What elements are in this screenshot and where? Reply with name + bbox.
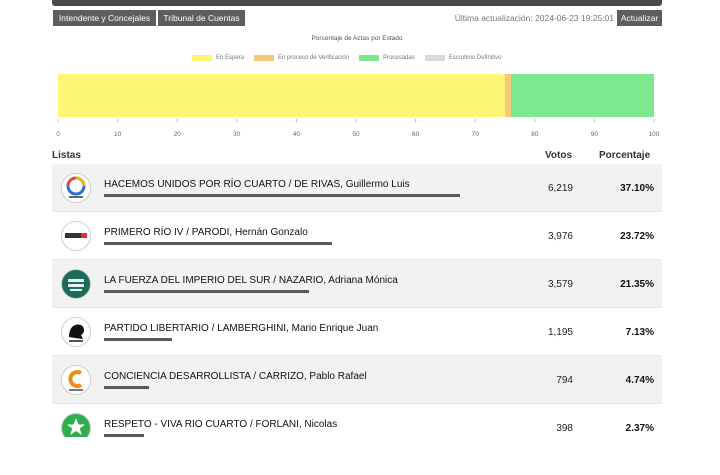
vote-share-bar [104, 242, 332, 245]
list-name: RESPETO - VIVA RIO CUARTO / FORLANI, Nic… [104, 419, 338, 430]
vote-count: 398 [556, 423, 573, 434]
actas-status-chart: Porcentaje de Actas por Estado En Espera… [52, 30, 662, 150]
vote-count: 3,976 [547, 231, 573, 242]
legend-label: En proceso de Verificación [278, 54, 350, 61]
x-tick-label: 0 [56, 131, 60, 138]
table-row[interactable]: CONCIENCIA DESARROLLISTA / CARRIZO, Pabl… [52, 356, 662, 404]
list-name: PARTIDO LIBERTARIO / LAMBERGHINI, Mario … [104, 323, 379, 334]
x-tick-label: 10 [114, 131, 122, 138]
legend-swatch [192, 54, 212, 61]
hacemos-unidos-logo-icon [61, 173, 91, 203]
vote-share-bar [104, 386, 149, 389]
primero-rio-iv-logo-icon [61, 221, 91, 251]
bar-segment-1[interactable] [505, 74, 511, 117]
legend-item-en-proceso[interactable]: En proceso de Verificación [254, 54, 350, 61]
x-tick-label: 70 [472, 131, 480, 138]
table-row[interactable]: HACEMOS UNIDOS POR RÍO CUARTO / DE RIVAS… [52, 164, 662, 212]
vote-percentage: 7.13% [625, 327, 654, 338]
legend-label: Escrutinio Definitivo [448, 54, 502, 61]
bar-segment-0[interactable] [58, 74, 505, 117]
vote-count: 3,579 [547, 279, 573, 290]
x-tick-label: 40 [293, 131, 301, 138]
chart-title: Porcentaje de Actas por Estado [311, 35, 403, 42]
table-row[interactable]: PARTIDO LIBERTARIO / LAMBERGHINI, Mario … [52, 308, 662, 356]
list-name: CONCIENCIA DESARROLLISTA / CARRIZO, Pabl… [104, 371, 367, 382]
legend-item-procesadas[interactable]: Procesadas [359, 54, 415, 61]
vote-count: 6,219 [547, 183, 573, 194]
legend-swatch [424, 54, 445, 61]
table-row[interactable]: PRIMERO RÍO IV / PARODI, Hernán Gonzalo … [52, 212, 662, 260]
vote-count: 794 [556, 375, 573, 386]
table-header: Listas Votos Porcentaje [52, 148, 662, 164]
page-bottom-mask [0, 437, 720, 475]
legend-item-escrutinio-definitivo[interactable]: Escrutinio Definitivo [424, 54, 502, 61]
vote-percentage: 21.35% [620, 279, 654, 290]
x-tick-label: 50 [352, 131, 360, 138]
toolbar: Intendente y Concejales Tribunal de Cuen… [53, 10, 662, 26]
last-update-timestamp: Última actualización: 2024-06-23 19:25:0… [454, 13, 614, 23]
x-tick-label: 90 [591, 131, 599, 138]
top-header-strip [52, 0, 662, 6]
x-tick-label: 60 [412, 131, 420, 138]
legend-item-en-espera[interactable]: En Espera [192, 54, 245, 61]
vote-share-bar [104, 434, 144, 437]
chart-legend: En Espera En proceso de Verificación Pro… [192, 53, 511, 62]
legend-swatch [359, 54, 380, 61]
imperio-del-sur-logo-icon [61, 269, 91, 299]
x-tick-label: 100 [649, 131, 660, 138]
results-table: Listas Votos Porcentaje HACEMOS UNIDOS P… [52, 148, 662, 452]
vote-share-bar [104, 290, 309, 293]
x-tick-label: 30 [233, 131, 241, 138]
vote-share-bar [104, 338, 172, 341]
libertario-lion-logo-icon [61, 317, 91, 347]
column-header-votos: Votos [545, 150, 573, 161]
stacked-bar-plot: 0 10 20 30 40 50 60 70 80 90 100 [56, 74, 660, 138]
vote-percentage: 4.74% [625, 375, 654, 386]
vote-share-bar [104, 194, 460, 197]
legend-label: En Espera [216, 54, 245, 61]
tab-intendente-concejales[interactable]: Intendente y Concejales [53, 10, 156, 26]
column-header-listas: Listas [52, 150, 81, 161]
vote-percentage: 23.72% [620, 231, 654, 242]
vote-percentage: 2.37% [625, 423, 654, 434]
refresh-button[interactable]: Actualizar [617, 10, 662, 26]
conciencia-desarrollista-logo-icon [61, 365, 91, 395]
list-name: HACEMOS UNIDOS POR RÍO CUARTO / DE RIVAS… [104, 179, 410, 190]
table-row[interactable]: LA FUERZA DEL IMPERIO DEL SUR / NAZARIO,… [52, 260, 662, 308]
vote-percentage: 37.10% [620, 183, 654, 194]
list-name: LA FUERZA DEL IMPERIO DEL SUR / NAZARIO,… [104, 275, 398, 286]
vote-count: 1,195 [547, 327, 573, 338]
tab-tribunal-de-cuentas[interactable]: Tribunal de Cuentas [158, 10, 245, 26]
list-name: PRIMERO RÍO IV / PARODI, Hernán Gonzalo [104, 227, 308, 238]
bar-segment-2[interactable] [510, 74, 654, 117]
legend-swatch [254, 54, 275, 61]
legend-label: Procesadas [383, 54, 415, 61]
x-tick-label: 80 [531, 131, 539, 138]
column-header-porcentaje: Porcentaje [599, 150, 651, 161]
x-tick-label: 20 [174, 131, 182, 138]
